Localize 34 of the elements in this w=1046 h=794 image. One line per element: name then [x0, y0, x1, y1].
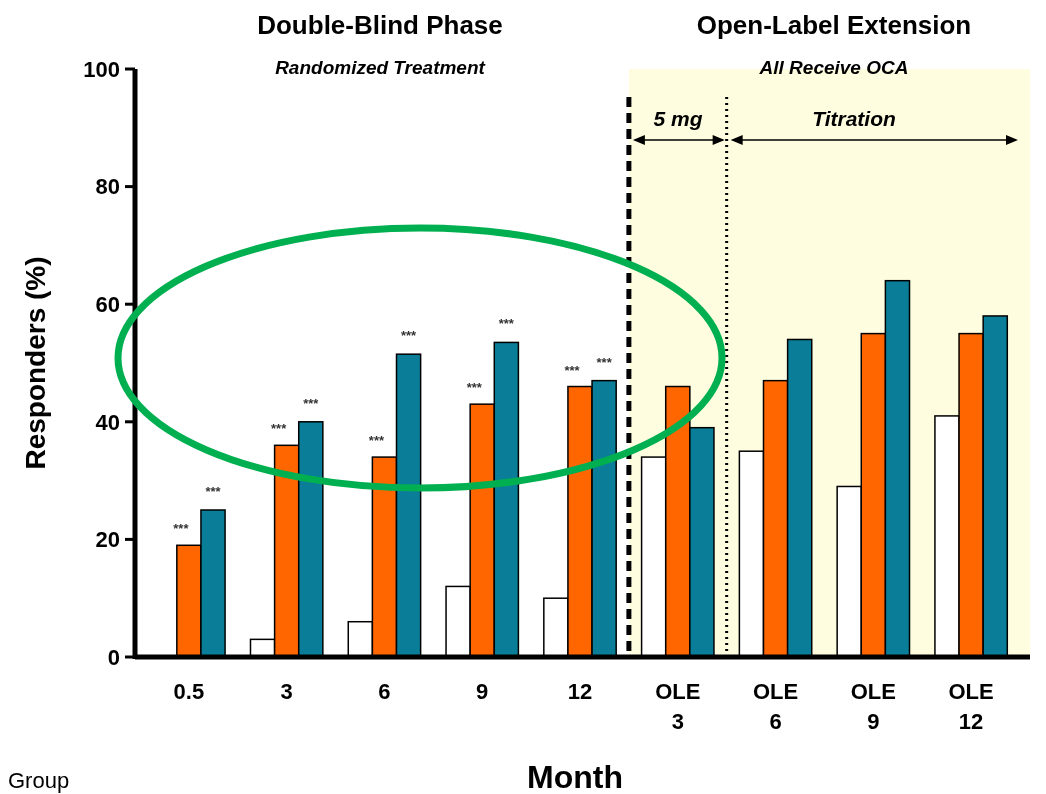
text: Open-Label Extension: [696, 10, 972, 40]
text: Double-Blind Phase: [257, 10, 503, 40]
y-tick-label: 40: [95, 409, 120, 435]
data-label: ***: [368, 433, 385, 449]
data-label: ***: [303, 395, 320, 411]
data-label: ***: [596, 354, 613, 370]
x-tick-label: 0.5: [173, 679, 205, 704]
x-axis-title: Month: [527, 759, 623, 794]
x-tick-label: OLE 9: [850, 679, 896, 734]
annotation: All Receive OCA: [758, 57, 909, 78]
x-tick-label: 12: [567, 679, 593, 704]
data-label: ***: [173, 521, 190, 537]
x-tick-label: OLE 12: [948, 679, 994, 734]
y-tick-label: 20: [95, 527, 120, 553]
x-tick-label: 9: [476, 679, 489, 704]
x-tick-label: OLE 6: [752, 679, 799, 734]
data-label: ***: [498, 316, 515, 332]
y-tick-label: 60: [95, 291, 120, 317]
y-tick-label: 100: [83, 56, 120, 82]
annotation: 5 mg: [653, 107, 703, 130]
y-tick-label: 80: [95, 174, 120, 200]
data-label: ***: [564, 362, 581, 378]
text: Group: [8, 768, 70, 793]
data-label: ***: [271, 421, 288, 437]
data-label: ***: [466, 380, 483, 396]
annotation: Randomized Treatment: [275, 57, 486, 78]
y-tick-label: 0: [107, 644, 120, 670]
x-tick-label: 6: [378, 679, 391, 704]
y-axis-title: Responders (%): [20, 256, 51, 470]
data-label: ***: [400, 328, 418, 344]
data-label: ***: [205, 484, 222, 499]
x-tick-label: OLE 3: [655, 679, 701, 734]
annotation: Titration: [812, 107, 896, 130]
x-tick-label: 3: [280, 679, 293, 704]
